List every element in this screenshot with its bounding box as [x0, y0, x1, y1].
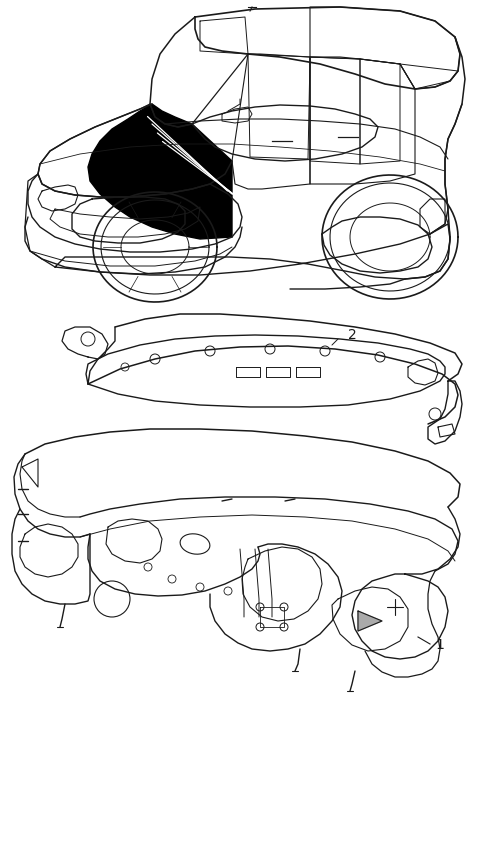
Polygon shape — [358, 611, 382, 631]
Polygon shape — [88, 105, 232, 239]
Text: 2: 2 — [348, 328, 357, 342]
Text: 1: 1 — [435, 637, 444, 651]
